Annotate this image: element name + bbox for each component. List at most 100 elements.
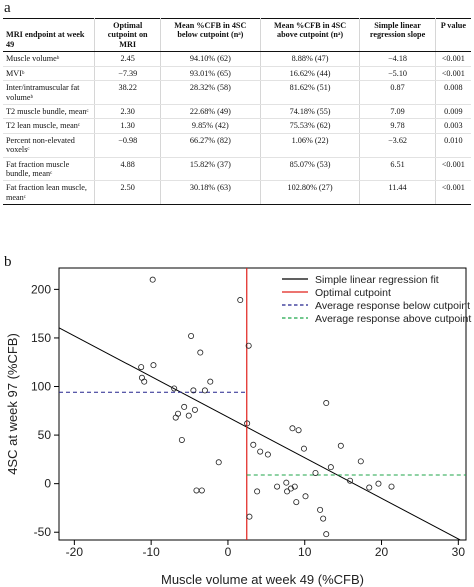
- cell-endpoint: T2 muscle bundle, meanᶜ: [3, 104, 96, 120]
- data-point: [274, 483, 281, 490]
- data-point: [375, 480, 382, 487]
- cell-mean-above: 81.62% (51): [260, 80, 361, 105]
- cell-mean-below: 28.32% (58): [160, 80, 261, 105]
- data-point: [302, 493, 309, 500]
- data-point: [323, 400, 330, 407]
- col-header-slope: Simple linear regression slope: [359, 17, 436, 53]
- y-tick-label: -50: [34, 525, 52, 539]
- data-point: [366, 484, 373, 491]
- data-point: [312, 469, 319, 476]
- cell-endpoint: Fat fraction lean muscle, meanᶜ: [3, 180, 96, 206]
- data-point: [293, 499, 300, 506]
- data-point: [257, 448, 264, 455]
- cell-mean-above: 102.80% (27): [260, 180, 361, 206]
- data-point: [388, 483, 395, 490]
- regression-line: [59, 327, 462, 540]
- x-tick-label: -10: [142, 545, 160, 559]
- cell-endpoint: Muscle volumeᵇ: [3, 51, 96, 67]
- cell-p-value: 0.009: [435, 104, 471, 120]
- cell-slope: −5.10: [359, 66, 436, 82]
- cell-mean-below: 94.10% (62): [160, 51, 261, 67]
- cell-cutpoint: 2.45: [94, 51, 161, 67]
- x-axis-label: Muscle volume at week 49 (%CFB): [161, 572, 364, 587]
- data-point: [150, 362, 157, 369]
- cell-cutpoint: −7.39: [94, 66, 161, 82]
- table-header-row: MRI endpoint at week 49 Optimal cutpoint…: [3, 17, 471, 53]
- cell-mean-above: 85.07% (53): [260, 157, 361, 182]
- y-tick-label: 200: [31, 282, 51, 296]
- table-row: Percent non-elevated voxelsᶜ −0.98 66.27% …: [3, 133, 471, 158]
- y-axis-label: 4SC at week 97 (%CFB): [5, 333, 20, 475]
- data-point: [264, 451, 271, 458]
- cell-mean-below: 15.82% (37): [160, 157, 261, 182]
- data-point: [283, 479, 290, 486]
- cell-mean-above: 1.06% (22): [260, 133, 361, 158]
- data-point: [245, 342, 252, 349]
- cell-cutpoint: 1.30: [94, 118, 161, 134]
- cell-slope: −3.62: [359, 133, 436, 158]
- cell-p-value: 0.003: [435, 118, 471, 134]
- data-point: [291, 483, 298, 490]
- data-point: [149, 276, 156, 283]
- cell-mean-below: 22.68% (49): [160, 104, 261, 120]
- data-point: [185, 412, 192, 419]
- col-header-endpoint: MRI endpoint at week 49: [3, 17, 96, 53]
- cell-p-value: <0.001: [435, 66, 471, 82]
- cell-endpoint: T2 lean muscle, meanᶜ: [3, 118, 96, 134]
- cell-cutpoint: 2.50: [94, 180, 161, 206]
- y-tick-label: 50: [38, 428, 52, 442]
- scatter-chart: -20 -10 0 10 20 30 -50 0 50 100 150 200 Muscle volum…: [5, 267, 471, 587]
- data-point: [357, 458, 364, 465]
- data-point: [237, 297, 244, 304]
- data-point: [287, 485, 294, 492]
- panel-a-label: a: [4, 0, 11, 16]
- cell-mean-above: 8.88% (47): [260, 51, 361, 67]
- data-point: [197, 349, 204, 356]
- data-point: [244, 420, 251, 427]
- data-point: [172, 414, 179, 421]
- cell-mean-below: 9.85% (42): [160, 118, 261, 134]
- cell-mean-below: 93.01% (65): [160, 66, 261, 82]
- col-header-p-value: P value: [435, 17, 471, 53]
- data-point: [317, 506, 324, 513]
- cell-p-value: <0.001: [435, 157, 471, 182]
- table-row: Inter/intramuscular fat volumeᵇ 38.22 28.3…: [3, 80, 471, 105]
- data-point: [289, 425, 296, 432]
- cell-mean-above: 75.53% (62): [260, 118, 361, 134]
- cell-mean-above: 74.18% (55): [260, 104, 361, 120]
- cell-cutpoint: 2.30: [94, 104, 161, 120]
- panel-b-label: b: [4, 254, 12, 270]
- cell-slope: 7.09: [359, 104, 436, 120]
- data-point: [246, 513, 253, 520]
- legend-label: Average response below cutpoint: [315, 300, 470, 312]
- x-tick-label: 10: [298, 545, 312, 559]
- cell-p-value: <0.001: [435, 51, 471, 67]
- data-point: [254, 488, 261, 495]
- x-tick-label: 20: [375, 545, 389, 559]
- cell-slope: 11.44: [359, 180, 436, 206]
- data-point: [320, 515, 327, 522]
- cell-cutpoint: 4.88: [94, 157, 161, 182]
- data-point: [188, 333, 195, 340]
- legend-label: Optimal cutpoint: [315, 287, 391, 299]
- cell-slope: 6.51: [359, 157, 436, 182]
- data-point: [347, 477, 354, 484]
- cell-p-value: 0.008: [435, 80, 471, 105]
- cell-slope: −4.18: [359, 51, 436, 67]
- data-point: [198, 487, 205, 494]
- cell-slope: 9.78: [359, 118, 436, 134]
- data-point: [201, 387, 208, 394]
- cell-mean-below: 30.18% (63): [160, 180, 261, 206]
- data-point: [300, 445, 307, 452]
- y-tick-label: 100: [31, 380, 51, 394]
- cell-cutpoint: 38.22: [94, 80, 161, 105]
- cell-p-value: 0.010: [435, 133, 471, 158]
- cell-p-value: <0.001: [435, 180, 471, 206]
- col-header-mean-below: Mean %CFB in 4SC below cutpoint (nᵃ): [160, 17, 261, 53]
- table-row: T2 lean muscle, meanᶜ 1.30 9.85% (42) 75.53…: [3, 118, 471, 134]
- x-tick-label: -20: [66, 545, 84, 559]
- data-point: [178, 436, 185, 443]
- legend-label: Simple linear regression fit: [315, 274, 439, 286]
- data-point: [141, 378, 148, 385]
- data-point: [193, 487, 200, 494]
